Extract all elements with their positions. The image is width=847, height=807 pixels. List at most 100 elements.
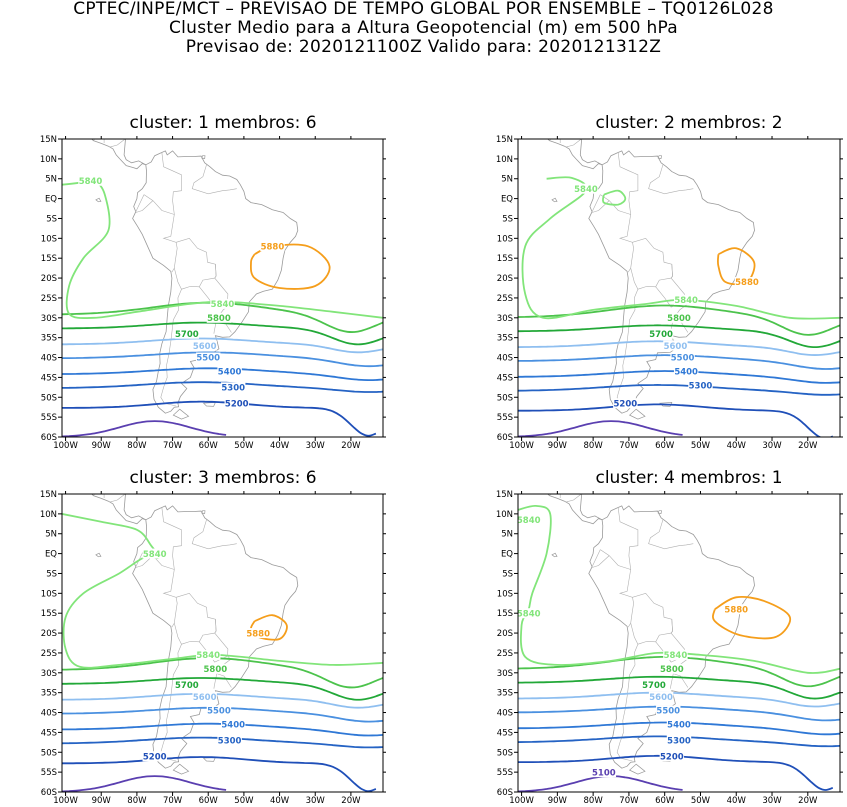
country-border [630, 592, 673, 645]
island [628, 763, 646, 775]
lon-label: 100W [509, 441, 534, 451]
contour-5880 [712, 596, 792, 640]
country-border [648, 519, 694, 550]
coastline-caribbean [123, 139, 146, 166]
lon-label: 100W [53, 441, 78, 451]
country-border [174, 237, 217, 290]
lat-label: 45S [497, 728, 513, 738]
panel-3-title: cluster: 3 membros: 6 [129, 468, 317, 488]
lon-label: 50W [691, 441, 711, 451]
lat-label: 15N [40, 490, 57, 500]
coastline-south-america [132, 505, 299, 769]
contour-label-bg [734, 277, 760, 288]
contour-5500 [62, 351, 383, 368]
country-border [600, 152, 639, 215]
contour-label-5400: 5400 [667, 721, 691, 731]
contour-5200 [62, 756, 377, 792]
map-panel-2: 5840 5880 5840 5800 5700 5600 5500 5400 5300 5200… [496, 135, 843, 451]
lon-label: 20W [341, 796, 361, 806]
lat-label: 55S [497, 413, 513, 423]
coastline-central-america-pacific [91, 494, 146, 525]
contour-label-5300: 5300 [218, 737, 242, 747]
lon-label: 70W [619, 796, 639, 806]
contour-label-bg [641, 679, 667, 690]
contour-label-bg [210, 298, 235, 309]
lat-label: EQ [45, 550, 57, 560]
contour-label-5300: 5300 [221, 384, 245, 394]
country-border [162, 214, 178, 273]
lat-label: 40S [41, 354, 57, 364]
lat-label: 10N [40, 155, 57, 165]
contour-label-5800: 5800 [667, 314, 691, 324]
contour-label-bg [673, 366, 699, 377]
lon-label: 60W [199, 441, 219, 451]
contour-label-5400: 5400 [674, 368, 698, 378]
contour-label-5700: 5700 [175, 330, 199, 340]
lon-label: 30W [762, 441, 782, 451]
country-border [648, 164, 694, 195]
contour-label-5840: 5840 [517, 609, 541, 619]
lon-label: 100W [53, 796, 78, 806]
contour-5700 [62, 321, 383, 346]
lat-label: 5S [46, 569, 57, 579]
contour-label-5500: 5500 [656, 707, 680, 717]
lat-label: 30S [497, 314, 513, 324]
lat-label: 10S [41, 589, 57, 599]
lat-label: 20S [41, 274, 57, 284]
island [657, 155, 662, 159]
contour-label-bg [673, 294, 699, 305]
lat-label: 25S [497, 294, 513, 304]
lat-label: 60S [41, 433, 57, 443]
contour-label-5840: 5840 [143, 550, 167, 560]
island [95, 552, 102, 558]
country-border [162, 569, 178, 628]
lon-label: 90W [92, 441, 112, 451]
lon-label: 40W [270, 441, 290, 451]
lat-label: 10S [497, 589, 513, 599]
map-panel-2-content: 5840 5880 5840 5800 5700 5600 5500 5400 5300 5200 [518, 139, 840, 437]
contour-label-bg [648, 691, 674, 702]
contour-label-5800: 5800 [207, 314, 231, 324]
lon-label: 90W [548, 441, 568, 451]
contour-5200 [62, 400, 377, 437]
contour-label-5600: 5600 [193, 693, 217, 703]
lat-label: 35S [41, 689, 57, 699]
map-frame [61, 493, 384, 793]
lon-label: 100W [509, 796, 534, 806]
contour-label-5840: 5840 [211, 300, 235, 310]
contour-label-5500: 5500 [671, 354, 695, 364]
contour-5300 [518, 384, 840, 396]
contour-label-5500: 5500 [196, 354, 220, 364]
island [551, 197, 558, 203]
contour-label-bg [670, 352, 695, 363]
contour-5840 [601, 189, 627, 206]
contour-5840 [62, 179, 383, 319]
contour-label-bg [221, 719, 246, 730]
contour-label-bg [78, 175, 103, 186]
lat-label: EQ [45, 195, 57, 205]
contour-5840 [62, 513, 383, 669]
contour-label-bg [142, 548, 167, 559]
country-border [592, 555, 610, 568]
map-frame [517, 138, 841, 438]
country-border [174, 592, 217, 645]
contour-label-bg [142, 751, 167, 762]
lat-label: 5S [502, 569, 513, 579]
island [201, 155, 206, 159]
contour-label-bg [666, 735, 692, 746]
lat-label: 55S [497, 768, 513, 778]
lat-label: 35S [497, 334, 513, 344]
lon-label: 80W [584, 796, 604, 806]
lat-label: 30S [497, 669, 513, 679]
country-border [591, 194, 601, 212]
contour-5600 [62, 337, 383, 354]
country-border [135, 555, 154, 568]
lat-label: 10N [40, 510, 57, 520]
island [172, 408, 190, 420]
panel-2-title: cluster: 2 membros: 2 [595, 113, 783, 133]
lat-label: 45S [497, 373, 513, 383]
contour-label-5400: 5400 [221, 721, 245, 731]
contour-label-bg [174, 679, 200, 690]
contour-5700 [518, 324, 840, 349]
lat-label: 25S [497, 649, 513, 659]
